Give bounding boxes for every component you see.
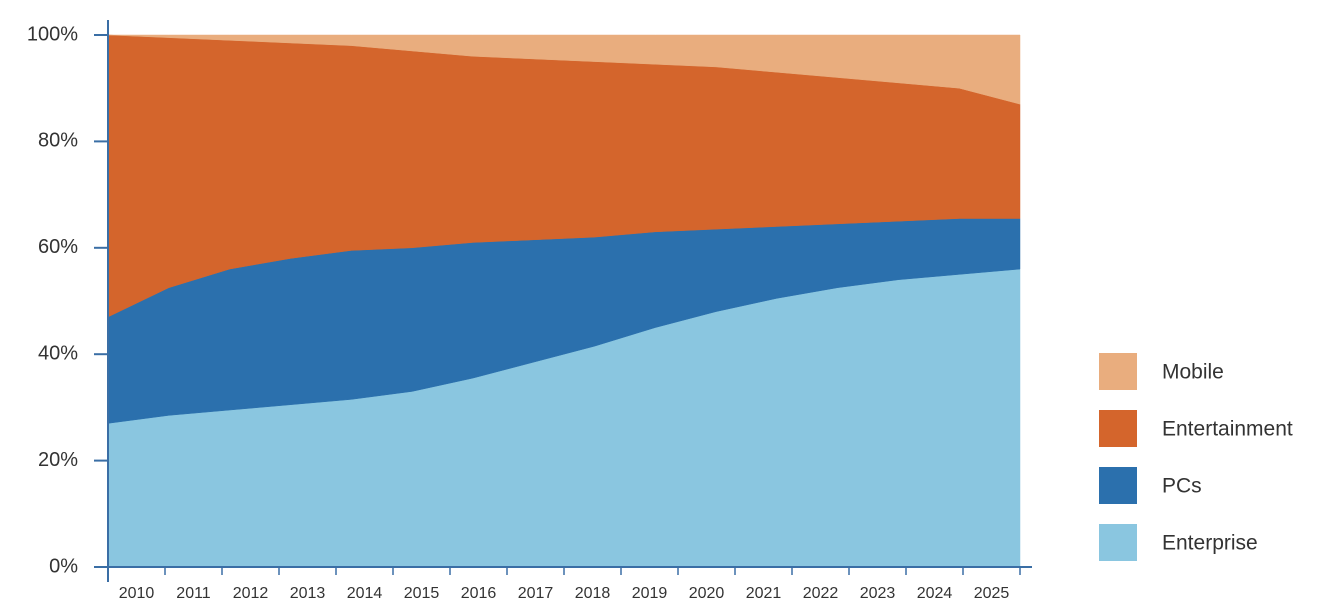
x-tick-label: 2021: [746, 585, 782, 602]
x-tick-label: 2015: [404, 585, 440, 602]
area: [107, 34, 1021, 105]
y-tick-label: 100%: [27, 23, 78, 45]
x-tick-label: 2016: [461, 585, 497, 602]
y-tick-label: 80%: [38, 130, 78, 152]
x-tick-label: 2023: [860, 585, 896, 602]
legend-label: PCs: [1162, 475, 1202, 498]
x-tick-label: 2017: [518, 585, 554, 602]
legend-swatch: [1099, 353, 1137, 390]
legend-swatch: [1099, 410, 1137, 447]
x-tick-label: 2014: [347, 585, 383, 602]
legend-swatch: [1099, 524, 1137, 561]
y-tick-label: 0%: [49, 555, 78, 577]
x-tick-label: 2013: [290, 585, 326, 602]
y-tick-label: 60%: [38, 236, 78, 258]
x-tick-label: 2019: [632, 585, 668, 602]
y-tick-label: 20%: [38, 449, 78, 471]
y-tick-label: 40%: [38, 342, 78, 364]
x-tick-label: 2022: [803, 585, 839, 602]
x-tick-label: 2012: [233, 585, 269, 602]
x-tick-label: 2020: [689, 585, 725, 602]
x-tick-label: 2025: [974, 585, 1010, 602]
legend-label: Enterprise: [1162, 532, 1258, 555]
legend-label: Mobile: [1162, 361, 1224, 384]
x-tick-label: 2018: [575, 585, 611, 602]
x-tick-label: 2011: [176, 585, 211, 602]
legend-label: Entertainment: [1162, 418, 1293, 441]
x-tick-label: 2010: [119, 585, 155, 602]
legend-swatch: [1099, 467, 1137, 504]
x-tick-label: 2024: [917, 585, 953, 602]
